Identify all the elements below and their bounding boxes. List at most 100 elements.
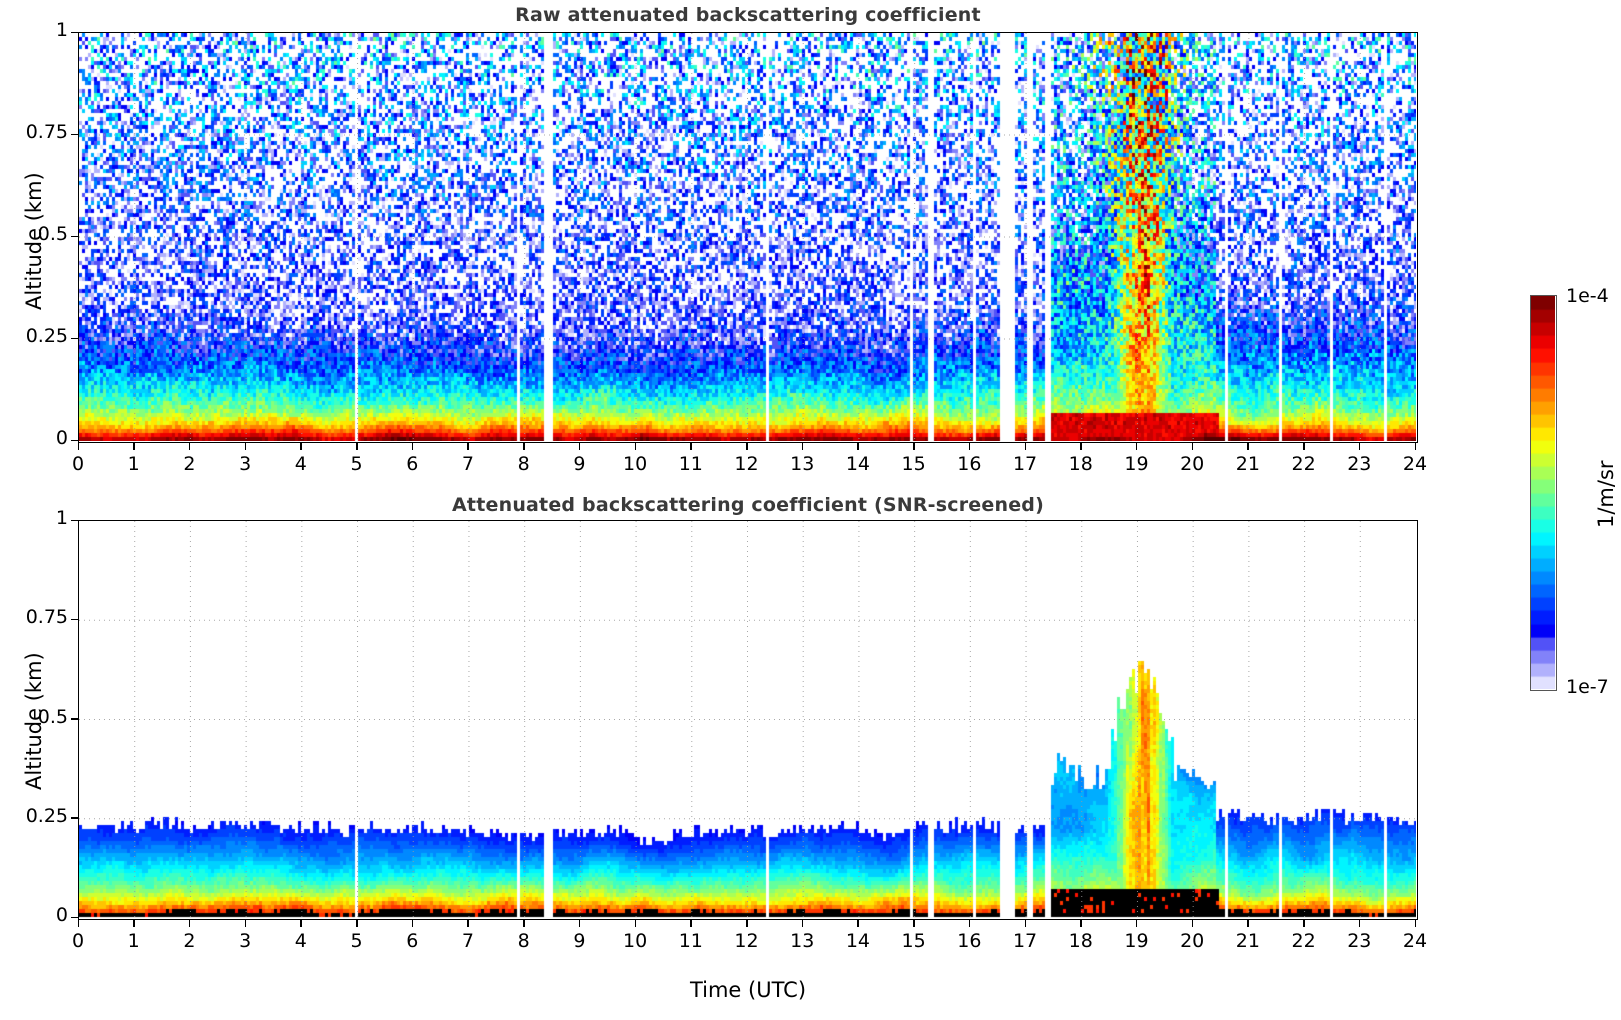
x-tick-label: 21 <box>1235 930 1260 952</box>
x-tick-label: 12 <box>734 453 759 475</box>
y-tick-label: 0.75 <box>25 121 68 143</box>
x-tick-label: 23 <box>1347 930 1372 952</box>
x-tick-label: 10 <box>622 930 648 952</box>
x-tickmark <box>523 443 525 450</box>
x-tickmark <box>968 920 971 927</box>
y-tickmark <box>71 618 78 621</box>
x-tickmark <box>523 920 525 927</box>
x-tickmark <box>188 920 191 927</box>
x-tickmark <box>77 443 79 450</box>
x-tick-label: 24 <box>1402 930 1428 952</box>
x-tick-label: 4 <box>294 930 307 952</box>
x-tickmark <box>1135 920 1138 927</box>
x-tickmark <box>300 920 302 927</box>
y-tickmark <box>71 817 78 819</box>
x-tick-label: 23 <box>1347 453 1372 475</box>
x-tick-label: 3 <box>239 930 252 952</box>
raw-plot-area <box>78 32 1418 443</box>
y-tickmark <box>71 519 78 521</box>
x-tick-label: 9 <box>573 930 586 952</box>
x-tickmark <box>300 443 302 450</box>
x-tick-label: 6 <box>406 453 419 475</box>
colorbar <box>1530 295 1557 691</box>
x-tickmark <box>578 920 581 927</box>
x-tickmark <box>801 920 804 927</box>
x-tickmark <box>133 443 135 450</box>
y-tick-label: 0 <box>55 427 68 449</box>
x-tickmark <box>1247 443 1249 450</box>
x-tickmark <box>1080 443 1082 450</box>
x-tickmark <box>1303 920 1305 927</box>
x-tick-label: 17 <box>1012 453 1038 475</box>
x-tickmark <box>857 920 859 927</box>
screened-plot-area <box>78 520 1418 920</box>
colorbar-max-label: 1e-4 <box>1566 285 1609 307</box>
x-tick-label: 4 <box>294 453 307 475</box>
x-tick-label: 22 <box>1291 930 1316 952</box>
x-tick-label: 19 <box>1124 930 1149 952</box>
x-tick-label: 7 <box>461 930 474 952</box>
y-tick-label: 0.25 <box>25 325 68 347</box>
x-tickmark <box>1414 443 1416 450</box>
x-tickmark <box>1135 443 1138 450</box>
x-tick-label: 12 <box>734 930 759 952</box>
x-tickmark <box>1247 920 1249 927</box>
x-tick-label: 2 <box>183 930 196 952</box>
colorbar-min-label: 1e-7 <box>1566 676 1609 698</box>
x-tickmark <box>467 443 469 450</box>
y-tickmark <box>71 235 78 237</box>
y-tick-label: 0.25 <box>25 804 68 827</box>
x-tick-label: 16 <box>957 930 982 952</box>
y-tickmark <box>71 337 78 339</box>
x-tick-label: 24 <box>1402 453 1428 475</box>
x-tickmark <box>1191 443 1194 450</box>
x-tick-label: 15 <box>901 930 926 952</box>
colorbar-gradient <box>1531 296 1555 689</box>
x-tick-label: 10 <box>622 453 648 475</box>
y-tick-label: 1 <box>55 507 68 529</box>
x-tick-label: 1 <box>127 930 140 952</box>
x-tick-label: 5 <box>350 453 363 475</box>
y-tick-label: 0.75 <box>25 606 68 629</box>
x-tickmark <box>1358 443 1361 450</box>
x-tick-label: 11 <box>678 930 703 952</box>
x-tickmark <box>411 443 414 450</box>
y-tickmark <box>71 718 78 720</box>
x-tick-label: 18 <box>1068 930 1093 952</box>
y-tick-label: 1 <box>55 19 68 41</box>
y-tickmark <box>71 439 78 441</box>
x-tick-label: 17 <box>1012 930 1038 952</box>
screened-heatmap-canvas <box>79 521 1416 918</box>
x-tickmark <box>1414 920 1416 927</box>
x-tickmark <box>1303 443 1305 450</box>
x-tickmark <box>968 443 971 450</box>
x-tickmark <box>913 443 915 450</box>
y-tick-label: 0 <box>55 904 68 926</box>
raw-y-axis-title: Altitude (km) <box>22 172 46 310</box>
x-tickmark <box>801 443 804 450</box>
x-tickmark <box>244 920 247 927</box>
x-tickmark <box>690 443 692 450</box>
x-tick-label: 0 <box>71 453 85 475</box>
y-tick-label: 0.5 <box>37 223 68 245</box>
x-tickmark <box>356 920 358 927</box>
x-tick-label: 18 <box>1068 453 1093 475</box>
x-tick-label: 22 <box>1291 453 1316 475</box>
x-tick-label: 13 <box>790 453 815 475</box>
x-tickmark <box>634 920 637 927</box>
x-tickmark <box>411 920 414 927</box>
x-tickmark <box>467 920 469 927</box>
screened-y-axis-title: Altitude (km) <box>22 652 46 790</box>
x-tick-label: 8 <box>517 453 530 475</box>
x-tick-label: 21 <box>1235 453 1260 475</box>
y-tickmark <box>71 31 78 33</box>
y-tickmark <box>71 916 78 918</box>
x-tick-label: 3 <box>239 453 252 475</box>
x-tickmark <box>244 443 247 450</box>
screened-panel-title: Attenuated backscattering coefficient (S… <box>452 494 1044 516</box>
x-tick-label: 16 <box>957 453 982 475</box>
x-tickmark <box>1080 920 1082 927</box>
x-tickmark <box>857 443 859 450</box>
x-tickmark <box>77 920 79 927</box>
x-tickmark <box>1191 920 1194 927</box>
